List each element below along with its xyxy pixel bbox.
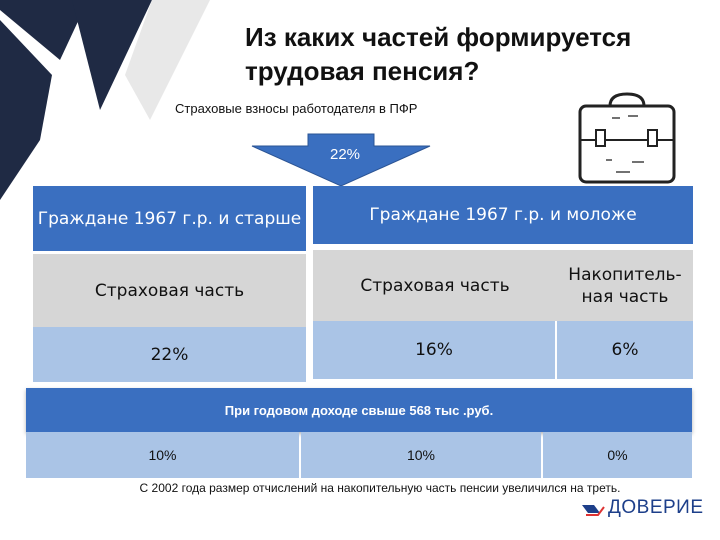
left-percent: 22% — [33, 327, 306, 382]
down-arrow-icon — [251, 133, 431, 187]
band-left-value: 10% — [26, 432, 299, 478]
brand-name: ДОВЕРИЕ — [608, 497, 704, 518]
right-funded-percent: 6% — [557, 321, 693, 379]
income-band: При годовом доходе свыше 568 тыс .руб. — [26, 388, 692, 432]
band-right-value: 0% — [543, 432, 692, 478]
right-funded-label: Накопитель-ная часть — [557, 250, 693, 321]
arrow-percent: 22% — [329, 146, 361, 163]
band-middle-value: 10% — [301, 432, 541, 478]
right-header: Граждане 1967 г.р. и моложе — [313, 186, 693, 244]
right-insurance-label: Страховая часть — [313, 250, 557, 321]
right-insurance-percent: 16% — [313, 321, 557, 379]
corner-logo — [0, 0, 210, 200]
brand-mark-icon — [582, 505, 605, 516]
left-insurance-label: Страховая часть — [33, 254, 306, 327]
subtitle: Страховые взносы работодателя в ПФР — [175, 101, 418, 116]
footer-note: С 2002 года размер отчислений на накопит… — [139, 481, 621, 495]
page-title: Из каких частей формируется трудовая пен… — [245, 22, 632, 86]
left-header: Граждане 1967 г.р. и старше — [33, 186, 306, 251]
briefcase-icon — [578, 92, 676, 184]
